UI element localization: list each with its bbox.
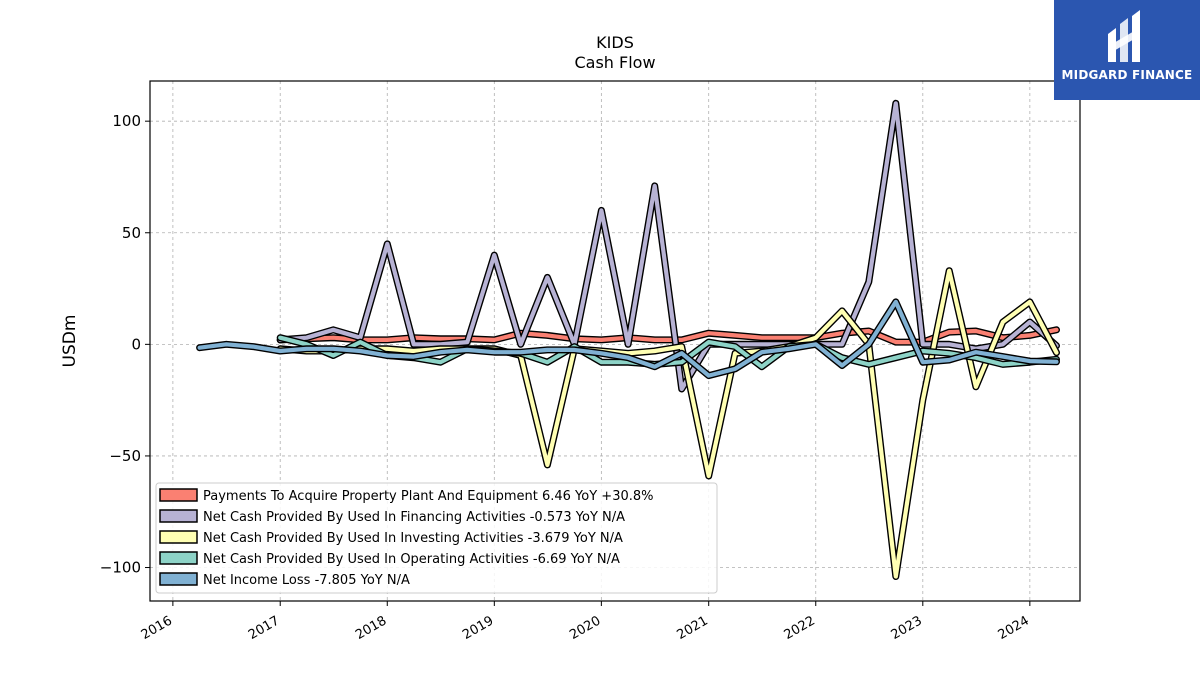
x-tick-label: 2019 xyxy=(460,613,496,643)
x-tick-label: 2020 xyxy=(567,613,603,643)
chart-subtitle: Cash Flow xyxy=(574,53,655,72)
brand-logo: MIDGARD FINANCE xyxy=(1054,0,1200,100)
y-axis-label: USDm xyxy=(60,315,80,368)
y-tick-label: 50 xyxy=(122,224,141,242)
legend-swatch xyxy=(159,488,198,502)
series-lines xyxy=(196,99,1060,580)
legend-box xyxy=(155,482,718,594)
x-tick-label: 2022 xyxy=(782,613,818,643)
series-line xyxy=(197,299,1059,378)
x-tick-label: 2021 xyxy=(675,613,711,643)
legend-label: Payments To Acquire Property Plant And E… xyxy=(203,489,654,504)
chart-title: KIDS xyxy=(596,33,634,52)
legend-label: Net Cash Provided By Used In Financing A… xyxy=(203,510,625,525)
series-line xyxy=(278,268,1059,579)
plot-frame xyxy=(149,80,1081,602)
legend-label: Net Cash Provided By Used In Operating A… xyxy=(203,552,620,567)
legend-swatch xyxy=(159,572,198,586)
x-tick-label: 2023 xyxy=(889,613,925,643)
x-tick-label: 2016 xyxy=(139,613,175,643)
x-tick-label: 2017 xyxy=(246,613,282,643)
x-tick-label: 2024 xyxy=(996,613,1032,643)
y-tick-label: −100 xyxy=(100,559,141,577)
x-tick-label: 2018 xyxy=(353,613,389,643)
brand-name: MIDGARD FINANCE xyxy=(1061,68,1193,82)
legend-swatch xyxy=(159,530,198,544)
y-tick-label: −50 xyxy=(109,447,141,465)
legend-label: Net Cash Provided By Used In Investing A… xyxy=(203,531,623,546)
series-line xyxy=(278,101,1059,392)
legend-label: Net Income Loss -7.805 YoY N/A xyxy=(203,573,410,588)
brand-mark-icon xyxy=(1108,10,1140,62)
legend-swatch xyxy=(159,509,198,523)
y-tick-label: 0 xyxy=(131,335,141,353)
y-tick-label: 100 xyxy=(112,112,141,130)
legend: Payments To Acquire Property Plant And E… xyxy=(155,482,718,594)
legend-swatch xyxy=(159,551,198,565)
